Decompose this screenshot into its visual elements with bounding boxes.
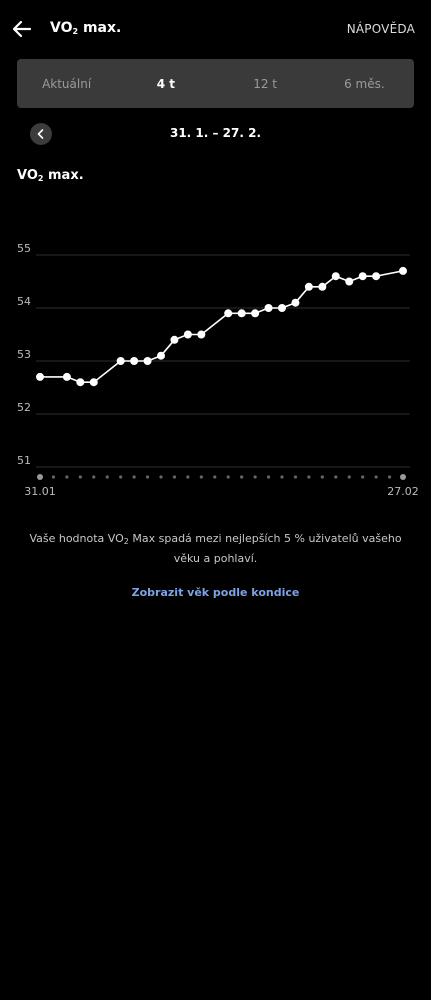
- x-axis-day-dot: [374, 475, 378, 479]
- y-tick-label: 54: [17, 295, 31, 308]
- data-point: [183, 330, 192, 339]
- vo2max-line-chart: 51 52 53 54 55 31.01 27.02: [17, 242, 419, 498]
- x-axis-day-dot: [119, 475, 123, 479]
- x-tick-label-start: 31.01: [24, 485, 56, 498]
- data-point: [278, 304, 286, 312]
- data-point: [143, 357, 152, 365]
- x-axis-day-dot: [361, 475, 365, 479]
- tab-4-weeks[interactable]: 4 t: [156, 76, 175, 91]
- x-axis-day-dot: [145, 475, 150, 479]
- previous-period-button[interactable]: [30, 123, 52, 145]
- tab-6-months[interactable]: 6 měs.: [344, 76, 385, 91]
- x-axis-day-dot: [266, 475, 271, 479]
- data-point: [157, 351, 165, 360]
- x-axis-day-dot: [240, 475, 244, 479]
- x-axis-day-dot: [37, 474, 43, 480]
- header: VO2 max. NÁPOVĚDA: [0, 0, 431, 58]
- x-axis-day-dot: [199, 475, 203, 479]
- data-point: [358, 272, 367, 281]
- data-point: [89, 378, 98, 387]
- data-point: [76, 378, 85, 387]
- date-range-label: 31. 1. – 27. 2.: [169, 126, 262, 140]
- vo2max-series-line: [40, 270, 404, 383]
- data-point: [116, 357, 125, 365]
- data-point: [62, 372, 71, 381]
- data-point: [318, 282, 327, 291]
- x-axis-day-dot: [307, 475, 311, 479]
- y-tick-label: 55: [17, 242, 31, 255]
- x-axis-day-dot: [159, 475, 163, 479]
- data-point: [372, 272, 381, 281]
- x-axis-day-dot: [387, 475, 392, 479]
- x-axis-day-dot: [213, 475, 217, 479]
- back-arrow-icon[interactable]: [10, 17, 34, 41]
- y-tick-label: 53: [17, 348, 31, 361]
- data-point: [304, 282, 313, 291]
- period-tabs: Aktuální 4 t 12 t 6 měs.: [17, 59, 414, 108]
- x-axis-day-dot: [400, 474, 406, 480]
- page-title: VO2 max.: [50, 20, 122, 36]
- x-axis-day-dot: [293, 475, 298, 479]
- data-point: [331, 272, 340, 281]
- date-navigator: 31. 1. – 27. 2.: [0, 122, 431, 146]
- data-point: [170, 335, 179, 344]
- x-axis-day-dot: [105, 475, 109, 479]
- data-point: [345, 277, 354, 286]
- x-axis-day-dot: [253, 475, 257, 479]
- tab-12-weeks[interactable]: 12 t: [253, 76, 278, 91]
- x-axis-day-dot: [347, 475, 351, 479]
- x-axis-day-dot: [65, 475, 69, 479]
- x-axis-day-dot: [132, 475, 136, 479]
- data-point: [130, 357, 139, 365]
- fitness-age-link[interactable]: Zobrazit věk podle kondice: [131, 586, 300, 599]
- x-axis-day-dot: [280, 475, 284, 479]
- help-button[interactable]: NÁPOVĚDA: [346, 22, 415, 36]
- data-point: [224, 309, 233, 318]
- data-point: [399, 266, 407, 275]
- data-point: [197, 330, 206, 339]
- x-tick-label-end: 27.02: [387, 485, 419, 498]
- chart-title: VO2 max.: [17, 168, 84, 183]
- vo2max-description: Vaše hodnota VO2 Max spadá mezi nejlepší…: [29, 532, 402, 565]
- data-point: [291, 298, 300, 307]
- tab-current[interactable]: Aktuální: [42, 76, 92, 91]
- x-axis-day-dot: [334, 475, 338, 479]
- x-axis-day-dot: [226, 475, 230, 479]
- y-tick-label: 51: [17, 454, 31, 467]
- x-axis-day-dot: [92, 475, 96, 479]
- x-axis-day-dot: [320, 475, 324, 479]
- x-axis-day-dot: [186, 475, 190, 479]
- data-point: [237, 309, 246, 318]
- y-tick-label: 52: [17, 401, 31, 414]
- x-axis-day-dot: [172, 475, 177, 479]
- chevron-left-icon: [37, 129, 44, 139]
- data-point: [264, 304, 273, 312]
- data-point: [251, 309, 260, 318]
- x-axis-day-dot: [78, 475, 82, 479]
- data-point: [36, 372, 44, 381]
- x-axis-day-dot: [51, 475, 56, 479]
